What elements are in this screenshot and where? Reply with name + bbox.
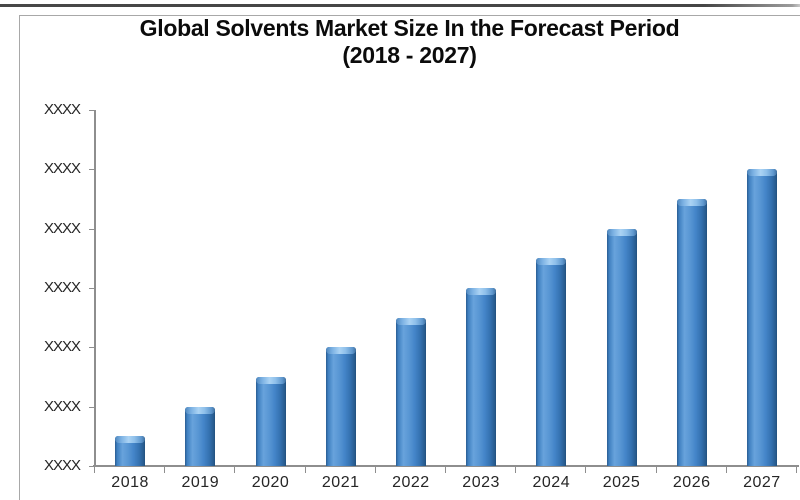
y-axis-tick xyxy=(89,228,94,230)
y-axis-tick xyxy=(89,288,94,289)
y-axis-label: XXXX xyxy=(43,279,81,296)
bar-2027 xyxy=(746,169,777,466)
bar-2022 xyxy=(395,317,426,466)
x-axis-label: 2024 xyxy=(532,474,571,491)
bar-2018 xyxy=(115,436,146,466)
y-axis-tick xyxy=(89,466,94,467)
chart-title-line2: (2018 - 2027) xyxy=(342,42,477,68)
y-axis-line xyxy=(94,110,96,467)
x-axis-tick xyxy=(655,467,657,473)
chart-title-line1: Global Solvents Market Size In the Forec… xyxy=(139,15,680,41)
x-axis-tick xyxy=(445,467,446,473)
x-axis-tick xyxy=(374,467,376,473)
x-axis-tick xyxy=(725,467,727,473)
x-axis-tick xyxy=(164,467,166,473)
y-axis-label: XXXX xyxy=(43,101,81,118)
y-axis-label: XXXX xyxy=(43,457,81,474)
bar-2023 xyxy=(466,288,497,466)
bar-2026 xyxy=(676,199,707,466)
chart-title: Global Solvents Market Size In the Forec… xyxy=(19,15,800,69)
bar-2021 xyxy=(325,347,356,466)
x-axis-label: 2022 xyxy=(392,474,430,491)
x-axis-label: 2021 xyxy=(321,474,360,491)
chart-frame xyxy=(19,15,800,500)
x-axis-tick xyxy=(94,467,95,473)
x-axis-tick xyxy=(234,467,236,473)
x-axis-tick xyxy=(515,467,517,473)
y-axis-tick xyxy=(89,347,94,349)
bar-2019 xyxy=(185,406,216,466)
y-axis-label: XXXX xyxy=(43,338,81,356)
y-axis-label: XXXX xyxy=(43,397,81,415)
bar-2020 xyxy=(255,377,286,466)
x-axis-label: 2025 xyxy=(602,474,641,491)
x-axis-label: 2019 xyxy=(181,474,220,491)
x-axis-label: 2023 xyxy=(462,474,500,491)
y-axis-label: XXXX xyxy=(43,219,81,237)
y-axis-tick xyxy=(89,110,94,111)
x-axis-label: 2018 xyxy=(111,474,149,491)
x-axis-tick xyxy=(585,467,587,473)
x-axis-line xyxy=(93,465,799,467)
y-axis-label: XXXX xyxy=(43,160,81,178)
y-axis-tick xyxy=(89,406,94,408)
bar-2024 xyxy=(536,258,567,466)
top-divider-line xyxy=(0,4,800,7)
x-axis-label: 2027 xyxy=(743,474,781,491)
x-axis-label: 2020 xyxy=(251,474,290,491)
y-axis-tick xyxy=(89,169,94,171)
x-axis-tick xyxy=(304,467,306,473)
bar-2025 xyxy=(606,228,637,466)
x-axis-tick xyxy=(796,467,797,473)
x-axis-label: 2026 xyxy=(672,474,711,491)
